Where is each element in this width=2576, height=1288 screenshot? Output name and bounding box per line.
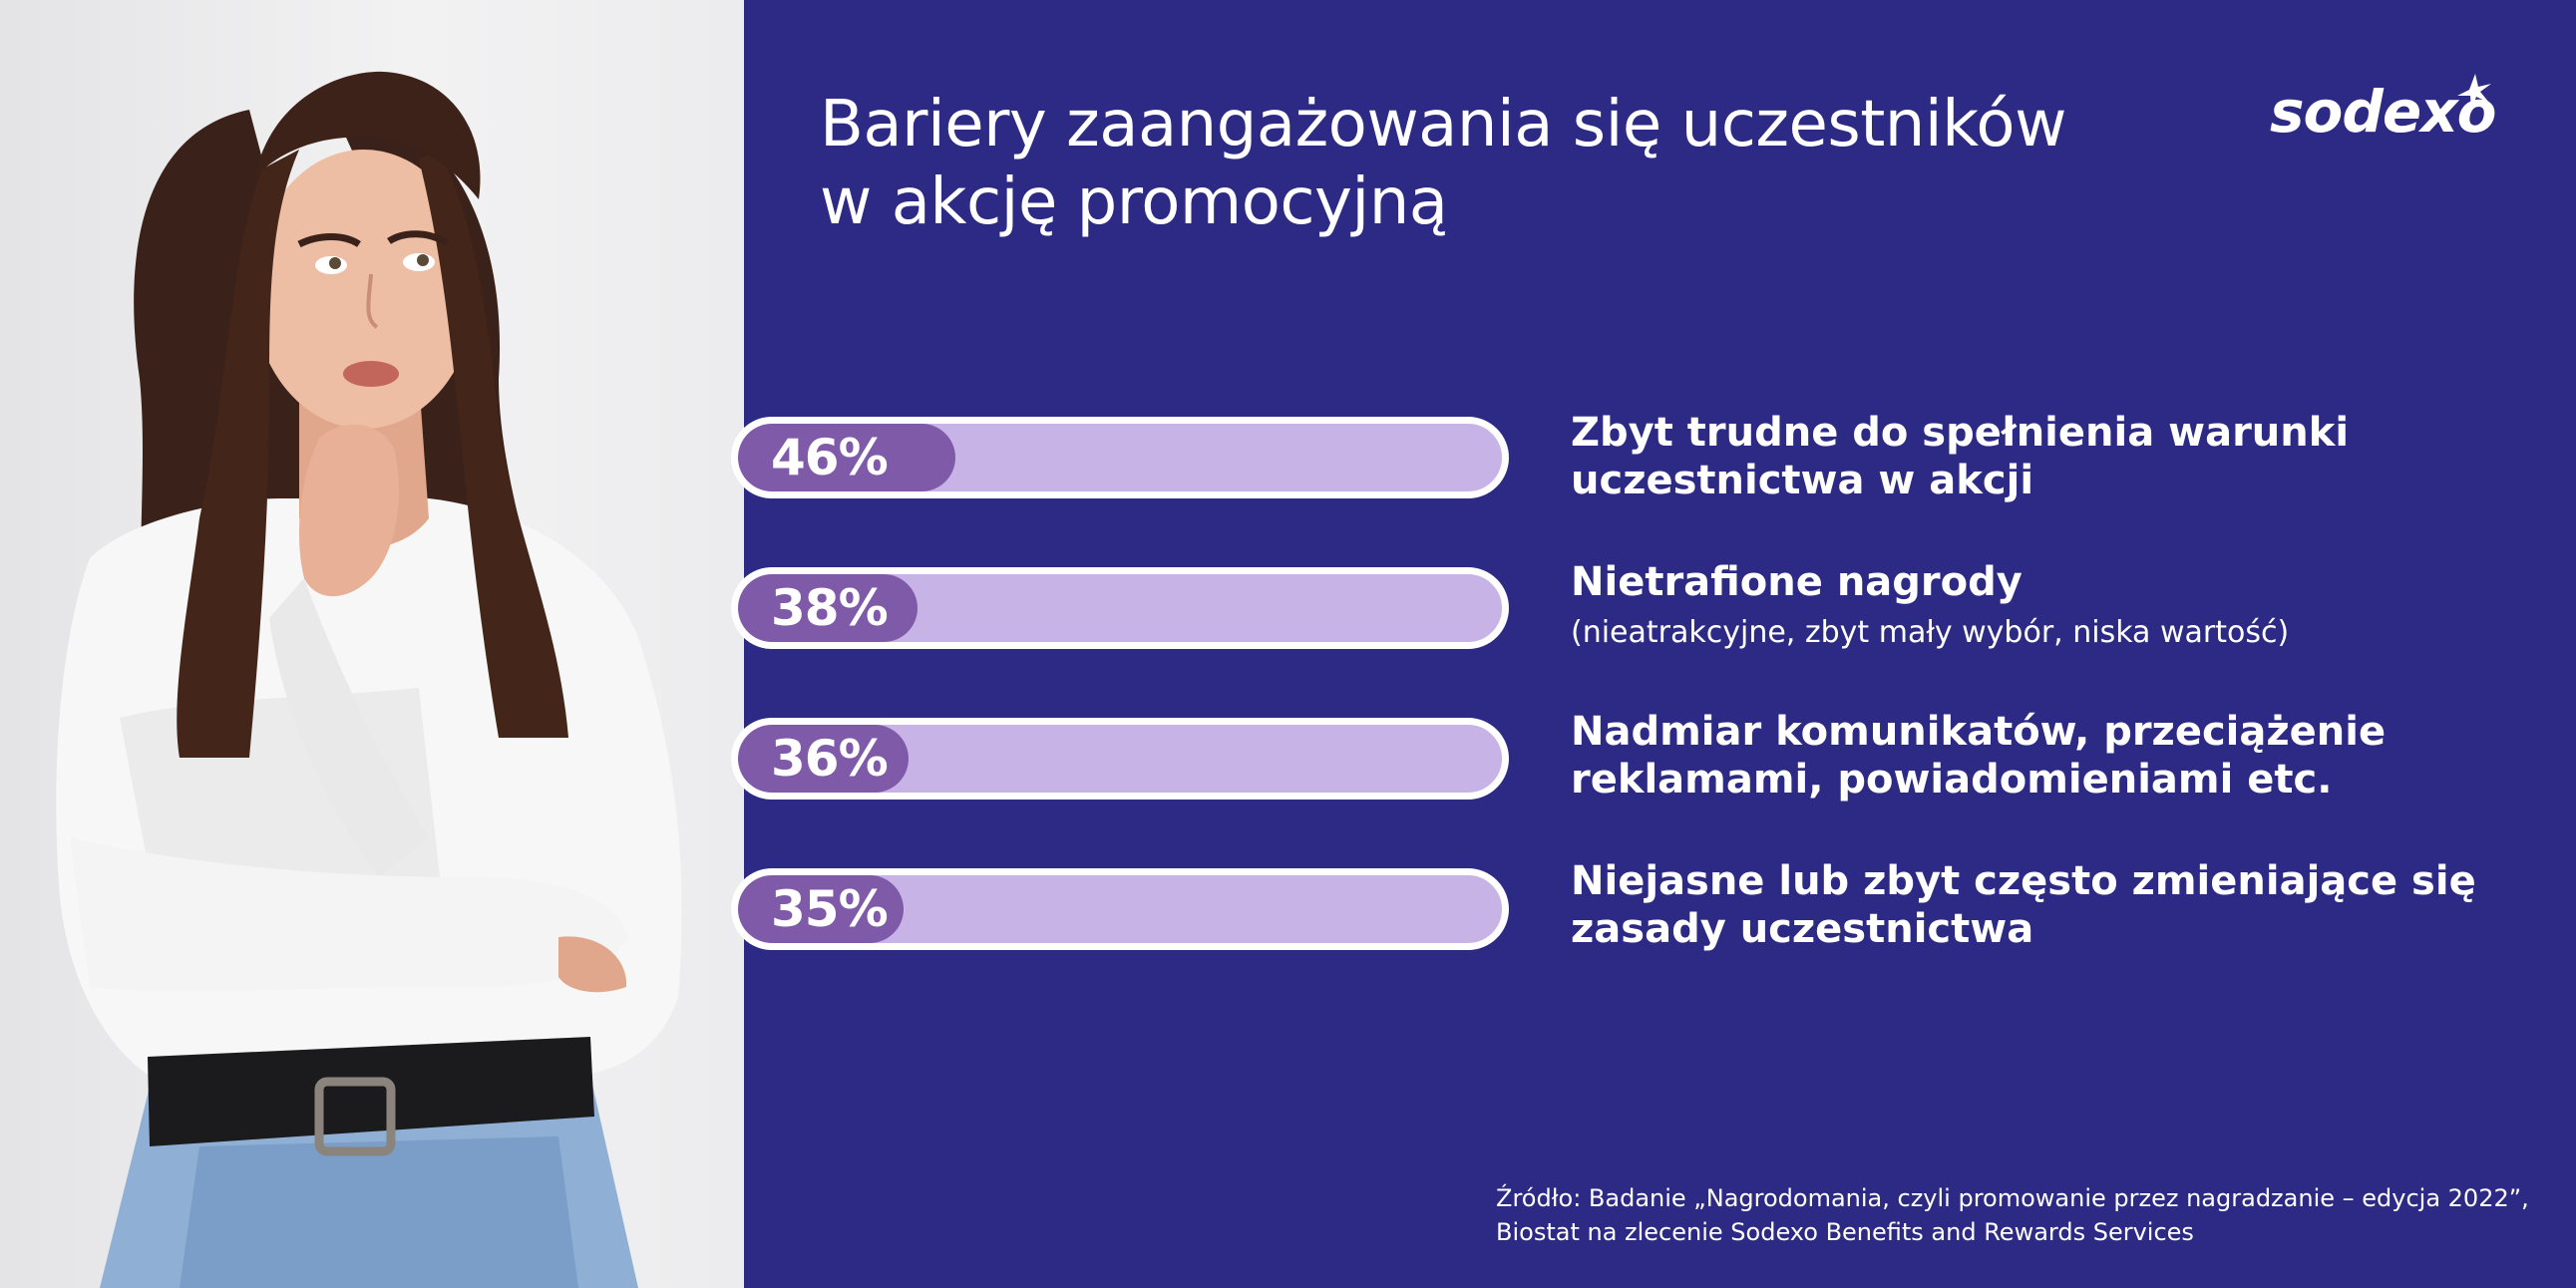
bar-row: 38% xyxy=(731,567,1509,649)
bar-category-text: Nietrafione nagrody xyxy=(1571,559,2023,605)
source-note: Źródło: Badanie „Nagrodomania, czyli pro… xyxy=(1496,1181,2553,1249)
bar-category-text: reklamami, powiadomieniami etc. xyxy=(1571,757,2333,803)
bar-row: 36% xyxy=(731,718,1509,800)
hand-under-arm xyxy=(558,936,627,993)
bar-fill xyxy=(738,574,918,642)
source-line-2: Biostat na zlecenie Sodexo Benefits and … xyxy=(1496,1218,2194,1246)
left-eyebrow xyxy=(297,233,361,248)
bar-track xyxy=(731,718,1509,800)
photo-panel xyxy=(0,0,744,1288)
bar-value-label: 35% xyxy=(771,880,889,938)
jeans-shade xyxy=(180,1136,578,1288)
belt xyxy=(148,1037,594,1146)
hair-top xyxy=(254,71,481,199)
bar-category-text: uczestnictwa w akcji xyxy=(1571,458,2034,503)
bar-category-text: Nadmiar komunikatów, przeciążenie xyxy=(1571,709,2387,755)
bar-category-text: zasady uczestnictwa xyxy=(1571,906,2034,952)
bar-track xyxy=(731,868,1509,950)
bar-fill xyxy=(738,725,909,793)
hair-front-right xyxy=(419,150,568,738)
nose xyxy=(366,273,379,329)
face xyxy=(252,150,476,429)
bar-track xyxy=(731,567,1509,649)
bar-fill xyxy=(738,875,904,943)
right-eyebrow xyxy=(387,230,449,247)
hand xyxy=(299,425,399,597)
bar-category-label: Nietrafione nagrody (nieatrakcyjne, zbyt … xyxy=(1571,558,2528,656)
logo-text: sodexo xyxy=(2270,78,2496,146)
bar-category-text: Zbyt trudne do spełnienia warunki xyxy=(1571,410,2350,456)
bar-category-text: Niejasne lub zbyt często zmieniające się xyxy=(1571,858,2476,904)
crossed-arm xyxy=(70,837,628,992)
bar-track xyxy=(731,417,1509,498)
bar-category-label: Niejasne lub zbyt często zmieniające się… xyxy=(1571,857,2528,953)
mouth xyxy=(343,361,399,387)
star-icon xyxy=(2457,74,2491,110)
page-title: Bariery zaangażowania się uczestników w … xyxy=(820,86,2196,241)
bar-value-label: 36% xyxy=(771,730,889,788)
bar-value-label: 38% xyxy=(771,579,889,637)
belt-buckle xyxy=(314,1077,396,1156)
title-line-2: w akcję promocyjną xyxy=(820,165,1448,239)
bar-value-label: 46% xyxy=(771,429,889,486)
bar-row: 46% xyxy=(731,417,1509,498)
bar-category-note: (nieatrakcyjne, zbyt mały wybór, niska w… xyxy=(1571,615,2290,650)
bar-category-label: Nadmiar komunikatów, przeciążenie reklama… xyxy=(1571,708,2528,804)
bar-fill xyxy=(738,424,955,491)
forearm xyxy=(269,578,429,877)
title-line-1: Bariery zaangażowania się uczestników xyxy=(820,88,2066,161)
sodexo-logo: sodexo xyxy=(2270,72,2509,152)
source-line-1: Źródło: Badanie „Nagrodomania, czyli pro… xyxy=(1496,1184,2529,1212)
hair-front-left xyxy=(177,150,299,758)
bar-category-label: Zbyt trudne do spełnienia warunki uczestn… xyxy=(1571,409,2528,504)
bar-row: 35% xyxy=(731,868,1509,950)
woman-photo xyxy=(56,71,682,1288)
